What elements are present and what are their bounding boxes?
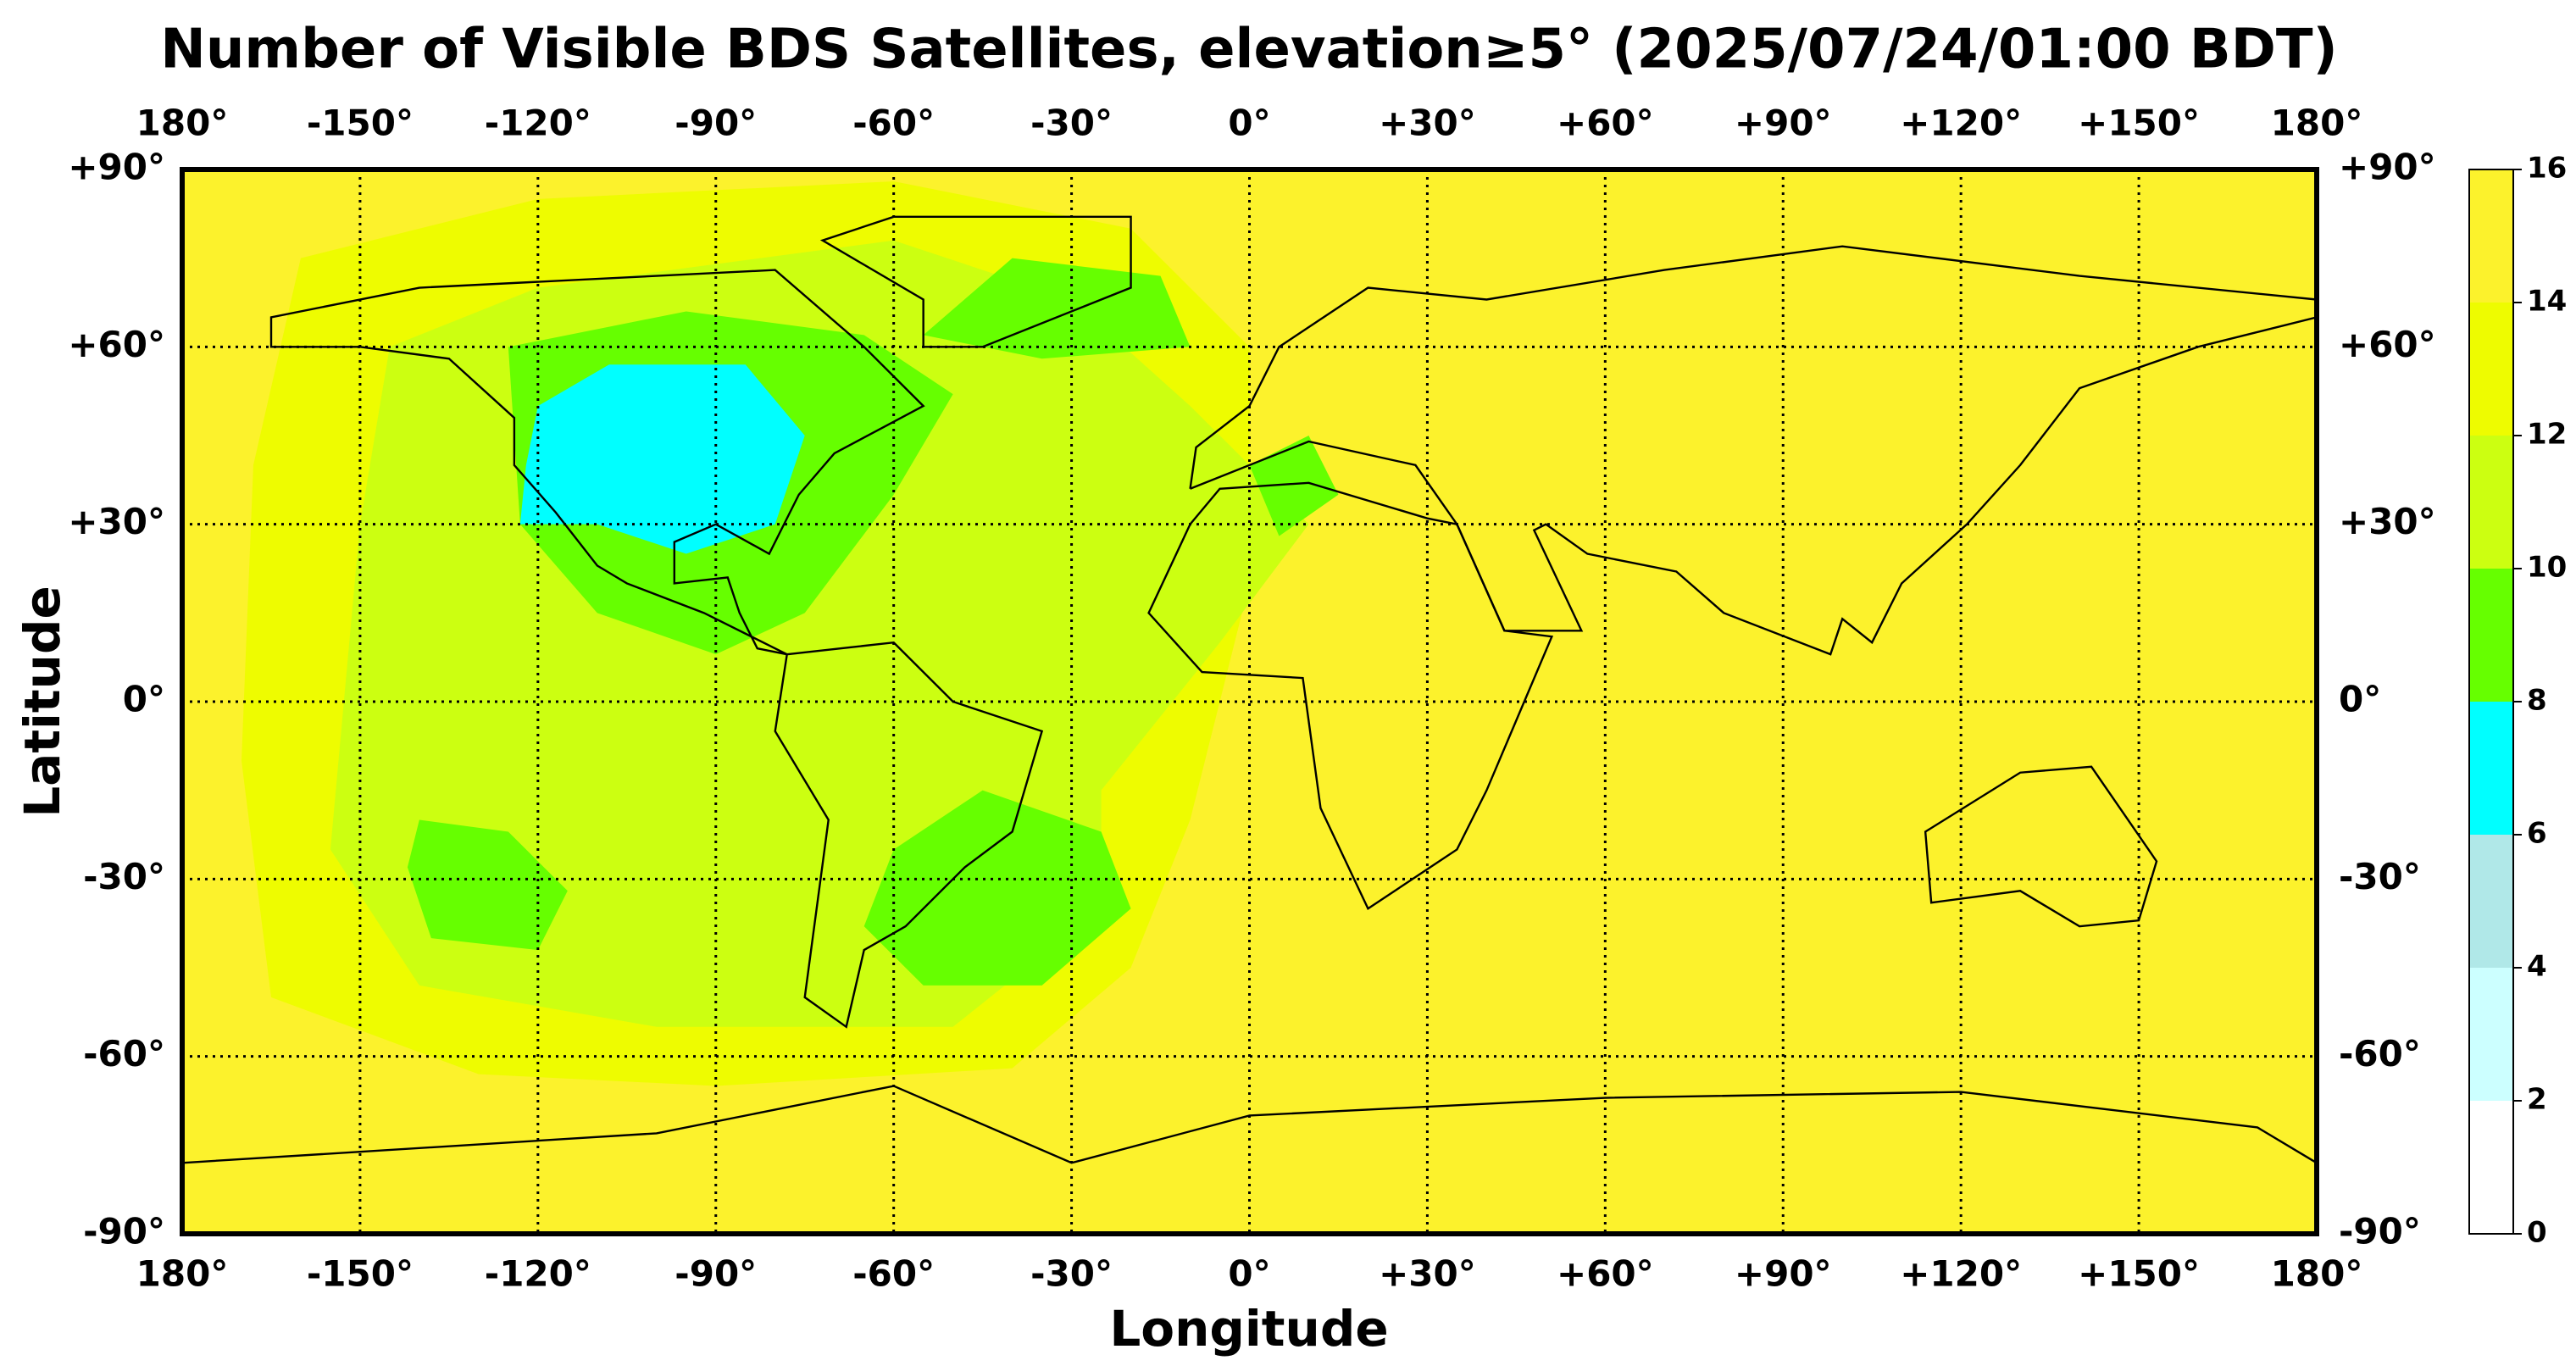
x-tick-label: 180°	[136, 103, 229, 144]
region	[519, 364, 805, 554]
colorbar-swatch	[2469, 702, 2513, 835]
colorbar-tick-label: 14	[2527, 285, 2567, 319]
x-tick-label: -60°	[852, 1253, 935, 1295]
x-tick-label: +120°	[1900, 1253, 2022, 1295]
x-tick-label: +60°	[1557, 103, 1654, 144]
colorbar: 0 2 4 6 8 10 12 14 16	[2468, 152, 2567, 1250]
x-tick-label: +120°	[1900, 103, 2022, 144]
x-tick-label: 180°	[2271, 103, 2363, 144]
y-tick-label: -90°	[83, 1211, 165, 1252]
coastline	[271, 270, 924, 655]
y-tick-label: +30°	[68, 501, 165, 542]
map-frame	[180, 167, 2319, 1236]
region	[863, 790, 1131, 986]
colorbar-swatch	[2469, 436, 2513, 569]
y-tick-label: 0°	[2339, 679, 2381, 720]
y-tick-label: +90°	[2339, 147, 2436, 188]
x-axis-label: Longitude	[1109, 1300, 1388, 1358]
coastline	[182, 1086, 2317, 1163]
x-tick-label: +90°	[1735, 1253, 1832, 1295]
coastline-group	[182, 217, 2317, 1163]
x-tick-label: -30°	[1030, 103, 1113, 144]
x-tick-label: -30°	[1030, 1253, 1113, 1295]
colorbar-swatch	[2469, 303, 2513, 436]
x-tick-label: +90°	[1735, 103, 1832, 144]
x-tick-label: 180°	[136, 1253, 229, 1295]
y-axis-label: Latitude	[14, 586, 71, 818]
x-tick-label: -90°	[675, 103, 757, 144]
chart-title: Number of Visible BDS Satellites, elevat…	[160, 19, 2337, 81]
colorbar-tick-label: 4	[2527, 950, 2547, 984]
y-tick-label: +60°	[68, 324, 165, 365]
x-tick-label: 0°	[1228, 103, 1270, 144]
y-tick-label: -30°	[83, 856, 165, 897]
colorbar-tick-label: 12	[2527, 418, 2567, 452]
y-tick-label: +60°	[2339, 324, 2436, 365]
y-tick-label: -60°	[83, 1033, 165, 1074]
x-tick-label: -120°	[485, 1253, 591, 1295]
regions	[182, 169, 2317, 1234]
colorbar-tick-label: 0	[2527, 1216, 2547, 1250]
colorbar-swatch	[2469, 835, 2513, 968]
y-tick-label: +90°	[68, 147, 165, 188]
region	[407, 819, 568, 951]
coastline	[1191, 247, 2317, 654]
y-tick-label: -90°	[2339, 1211, 2421, 1252]
y-tick-label: -60°	[2339, 1033, 2421, 1074]
coastline	[823, 217, 1131, 347]
colorbar-swatch	[2469, 968, 2513, 1101]
x-tick-label: 0°	[1228, 1253, 1270, 1295]
x-tick-label: 180°	[2271, 1253, 2363, 1295]
colorbar-tick-label: 8	[2527, 684, 2547, 718]
coastline	[1149, 483, 1552, 908]
x-tick-label: +30°	[1379, 1253, 1476, 1295]
colorbar-swatch	[2469, 169, 2513, 303]
x-tick-label: +150°	[2078, 103, 2200, 144]
region	[923, 258, 1191, 359]
colorbar-swatch	[2469, 569, 2513, 702]
x-tick-label: -120°	[485, 103, 591, 144]
colorbar-swatch	[2469, 1101, 2513, 1234]
coastline	[775, 642, 1042, 1027]
colorbar-tick-label: 16	[2527, 152, 2567, 186]
colorbar-tick-label: 10	[2527, 551, 2567, 585]
x-tick-label: -60°	[852, 103, 935, 144]
x-tick-label: +30°	[1379, 103, 1476, 144]
y-tick-label: +30°	[2339, 501, 2436, 542]
region	[1249, 436, 1339, 536]
coastline	[1925, 767, 2157, 926]
x-tick-label: -150°	[307, 103, 414, 144]
x-tick-label: -90°	[675, 1253, 757, 1295]
coastlines	[182, 217, 2317, 1163]
y-tick-label: 0°	[123, 679, 165, 720]
colorbar-tick-label: 2	[2527, 1083, 2547, 1117]
x-tick-label: +150°	[2078, 1253, 2200, 1295]
y-tick-label: -30°	[2339, 856, 2421, 897]
colorbar-tick-label: 6	[2527, 817, 2547, 851]
x-tick-label: -150°	[307, 1253, 414, 1295]
x-tick-label: +60°	[1557, 1253, 1654, 1295]
